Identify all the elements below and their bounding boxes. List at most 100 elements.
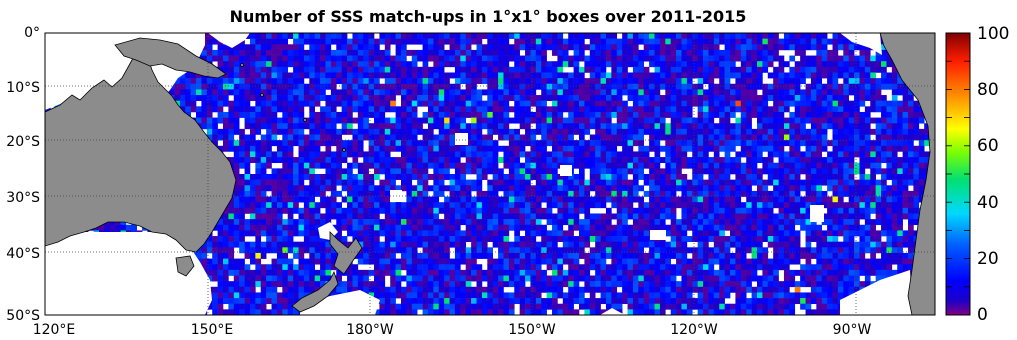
- heatmap-cell: [179, 106, 186, 113]
- heatmap-cell: [330, 78, 337, 85]
- heatmap-cell: [783, 202, 790, 209]
- heatmap-cell: [579, 202, 585, 209]
- heatmap-cell: [320, 123, 326, 130]
- heatmap-cell: [902, 95, 909, 101]
- heatmap-cell: [476, 106, 483, 113]
- heatmap-cell: [266, 196, 272, 203]
- heatmap-cell: [422, 111, 429, 118]
- heatmap-cell: [913, 111, 920, 118]
- heatmap-cell: [514, 38, 520, 45]
- heatmap-cell: [411, 140, 418, 147]
- heatmap-cell: [233, 185, 240, 192]
- heatmap-cell: [913, 174, 920, 180]
- heatmap-cell: [665, 196, 671, 203]
- heatmap-cell: [352, 55, 359, 62]
- heatmap-cell: [282, 33, 289, 39]
- heatmap-cell: [255, 33, 262, 39]
- heatmap-cell: [503, 185, 510, 192]
- heatmap-cell: [746, 72, 752, 79]
- heatmap-cell: [897, 134, 903, 141]
- heatmap-cell: [719, 117, 725, 124]
- heatmap-cell: [476, 117, 483, 124]
- heatmap-cell: [622, 190, 628, 197]
- heatmap-cell: [487, 49, 493, 56]
- heatmap-cell: [854, 185, 860, 192]
- heatmap-cell: [298, 123, 305, 130]
- heatmap-cell: [514, 213, 520, 220]
- heatmap-cell: [886, 106, 893, 113]
- heatmap-cell: [444, 168, 450, 175]
- heatmap-cell: [481, 190, 488, 197]
- heatmap-cell: [223, 128, 229, 135]
- heatmap-cell: [595, 196, 601, 203]
- heatmap-cell: [298, 55, 305, 62]
- heatmap-cell: [514, 72, 520, 79]
- heatmap-cell: [298, 61, 305, 68]
- heatmap-cell: [347, 151, 353, 158]
- heatmap-cell: [498, 72, 504, 79]
- heatmap-cell: [390, 66, 396, 73]
- heatmap-cell: [697, 185, 704, 192]
- heatmap-cell: [783, 157, 790, 164]
- heatmap-cell: [881, 78, 887, 85]
- heatmap-cell: [579, 72, 585, 79]
- heatmap-cell: [390, 207, 396, 214]
- heatmap-cell: [611, 89, 618, 96]
- heatmap-cell: [902, 179, 909, 186]
- heatmap-cell: [638, 128, 645, 135]
- heatmap-cell: [837, 61, 844, 68]
- heatmap-cell: [730, 185, 736, 192]
- heatmap-cell: [293, 134, 299, 141]
- heatmap-cell: [271, 117, 278, 124]
- heatmap-cell: [309, 123, 315, 130]
- heatmap-cell: [260, 157, 267, 164]
- heatmap-cell: [837, 162, 844, 169]
- heatmap-cell: [864, 190, 871, 197]
- heatmap-cell: [638, 207, 645, 214]
- heatmap-cell: [713, 44, 720, 51]
- heatmap-cell: [336, 111, 342, 118]
- heatmap-cell: [368, 179, 375, 186]
- heatmap-cell: [913, 196, 920, 203]
- heatmap-cell: [794, 202, 801, 209]
- heatmap-cell: [438, 66, 445, 73]
- heatmap-cell: [794, 185, 801, 192]
- heatmap-cell: [406, 123, 413, 130]
- heatmap-cell: [649, 185, 655, 192]
- heatmap-cell: [481, 140, 488, 147]
- heatmap-cell: [740, 123, 747, 130]
- heatmap-cell: [303, 123, 310, 130]
- heatmap-cell: [600, 66, 607, 73]
- heatmap-cell: [276, 55, 283, 62]
- heatmap-cell: [233, 213, 240, 220]
- heatmap-cell: [368, 174, 375, 180]
- heatmap-cell: [487, 95, 493, 101]
- heatmap-cell: [859, 134, 866, 141]
- heatmap-cell: [471, 145, 477, 152]
- heatmap-cell: [309, 117, 315, 124]
- heatmap-cell: [255, 196, 262, 203]
- heatmap-cell: [282, 134, 289, 141]
- heatmap-cell: [762, 44, 769, 51]
- heatmap-cell: [881, 66, 887, 73]
- heatmap-cell: [713, 145, 720, 152]
- heatmap-cell: [298, 157, 305, 164]
- heatmap-cell: [363, 38, 369, 45]
- heatmap-cell: [805, 162, 812, 169]
- heatmap-cell: [616, 89, 623, 96]
- heatmap-cell: [314, 111, 321, 118]
- heatmap-cell: [676, 55, 682, 62]
- heatmap-cell: [843, 100, 849, 107]
- heatmap-cell: [589, 213, 596, 220]
- heatmap-cell: [492, 207, 499, 214]
- heatmap-cell: [476, 33, 483, 39]
- heatmap-cell: [368, 145, 375, 152]
- heatmap-cell: [638, 66, 645, 73]
- heatmap-cell: [449, 185, 456, 192]
- heatmap-cell: [757, 49, 763, 56]
- heatmap-cell: [827, 89, 833, 96]
- heatmap-cell: [525, 38, 531, 45]
- heatmap-cell: [589, 123, 596, 130]
- heatmap-cell: [357, 207, 364, 214]
- heatmap-cell: [244, 140, 251, 147]
